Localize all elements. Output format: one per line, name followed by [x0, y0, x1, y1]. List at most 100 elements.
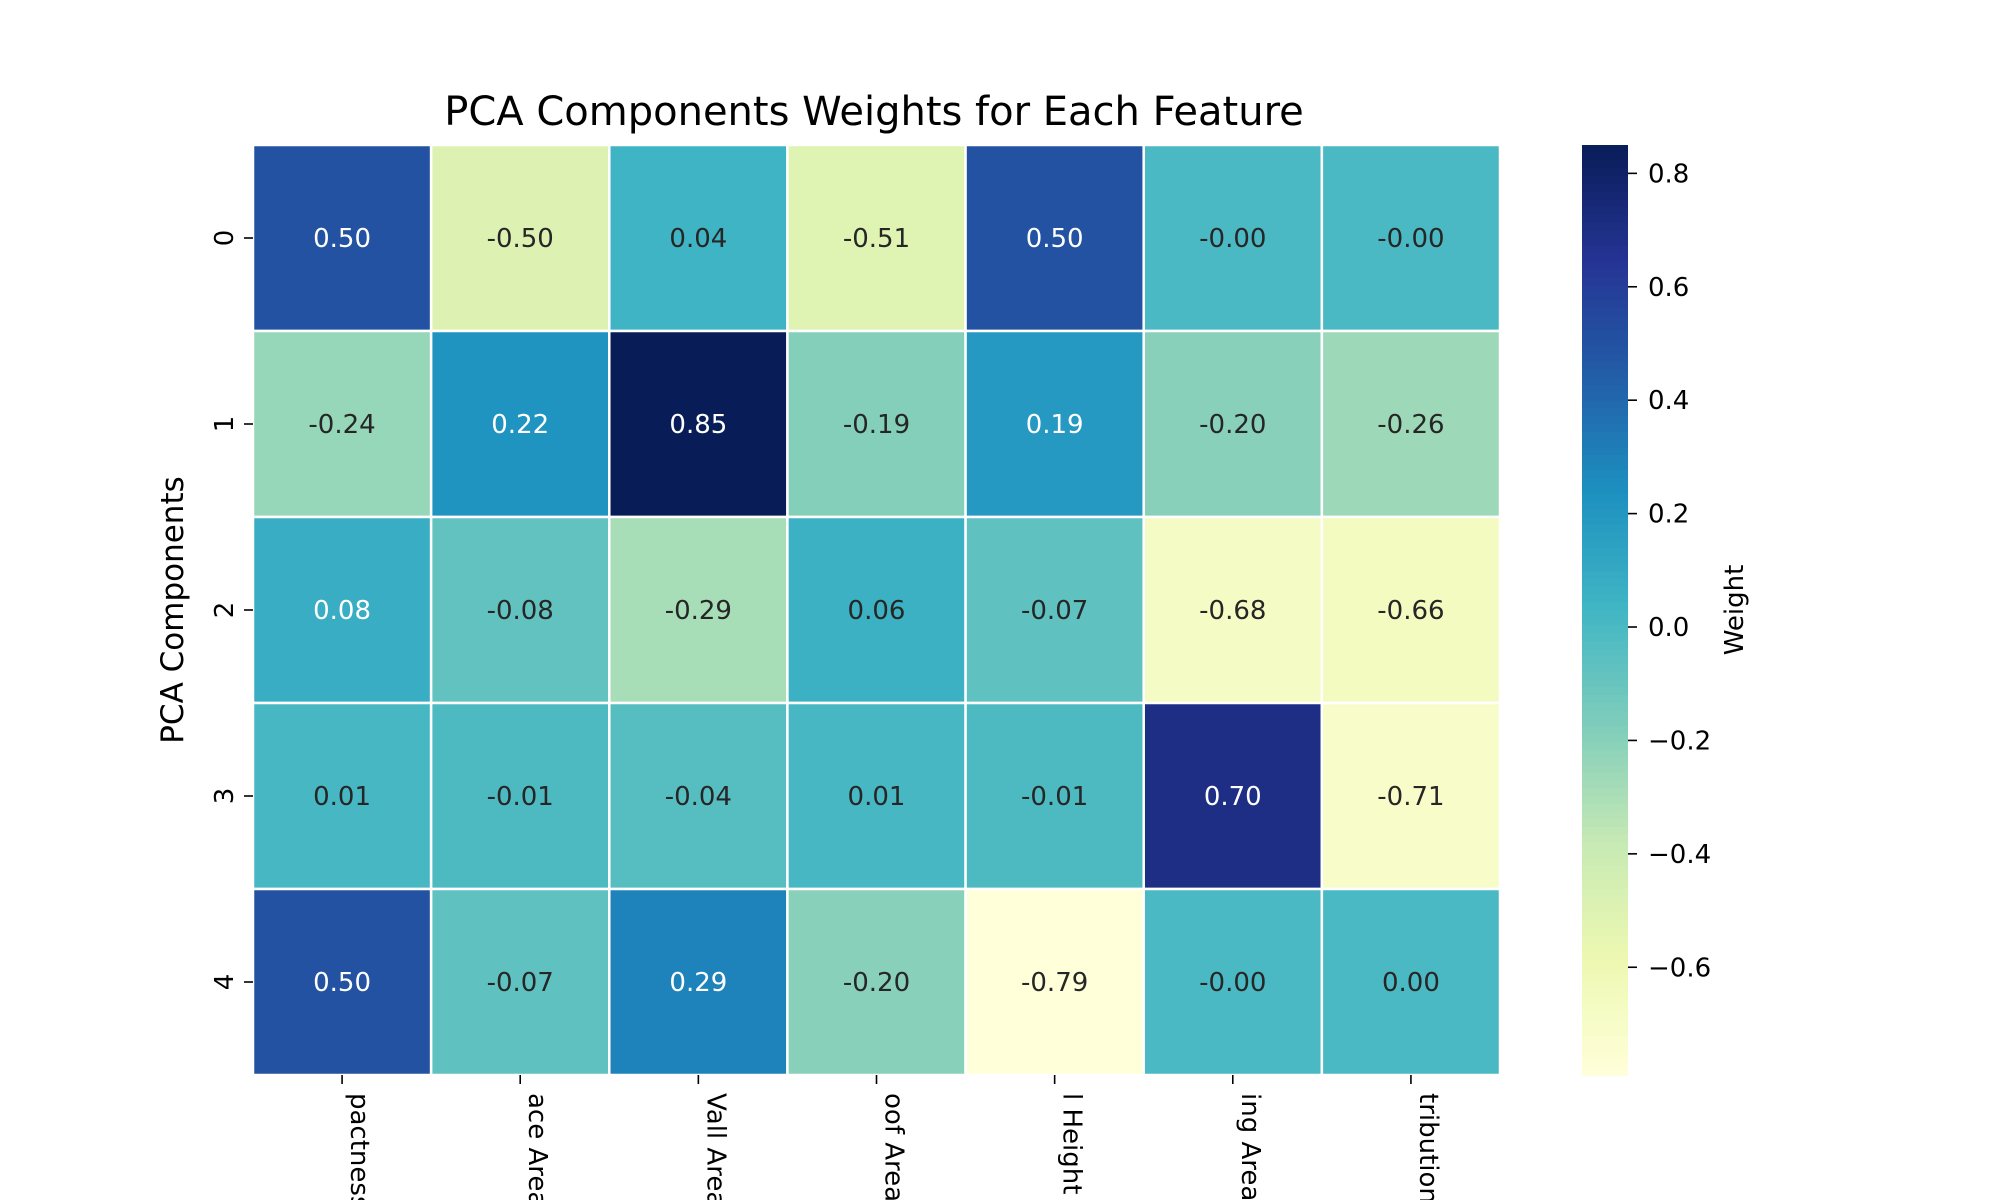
colorbar-segment	[1582, 757, 1628, 766]
heatmap-cell	[608, 515, 789, 705]
colorbar-segment	[1582, 331, 1628, 340]
heatmap-cell	[1142, 143, 1324, 333]
cell-value-label: -0.08	[487, 596, 554, 626]
heatmap-cell	[786, 701, 967, 891]
cell-value-label: -0.19	[843, 410, 910, 440]
cell-value-label: 0.85	[669, 410, 727, 440]
colorbar-tick-label: −0.2	[1648, 726, 1711, 756]
x-tick-label: tribution	[1413, 1093, 1443, 1200]
colorbar-segment	[1582, 935, 1628, 945]
colorbar-segment	[1582, 1059, 1628, 1069]
colorbar-segment	[1582, 1067, 1628, 1076]
colorbar-segment	[1582, 873, 1628, 883]
colorbar-tick-label: 0.0	[1648, 613, 1689, 643]
cell-value-label: 0.08	[313, 596, 371, 626]
colorbar-tick-label: 0.6	[1648, 273, 1689, 303]
colorbar-segment	[1582, 1051, 1628, 1061]
colorbar-segment	[1582, 1044, 1628, 1053]
colorbar-segment	[1582, 145, 1628, 154]
colorbar-segment	[1582, 617, 1628, 627]
cell-value-label: -0.01	[1021, 782, 1088, 812]
colorbar-segment	[1582, 974, 1628, 983]
colorbar-segment	[1582, 478, 1628, 487]
heatmap-cell	[964, 515, 1145, 705]
colorbar-segment	[1582, 439, 1628, 449]
colorbar-segment	[1582, 222, 1628, 232]
heatmap-cell	[964, 329, 1145, 519]
colorbar-segment	[1582, 726, 1628, 735]
cell-value-label: -0.66	[1377, 596, 1444, 626]
cell-value-label: 0.29	[669, 968, 727, 998]
colorbar-segment	[1582, 517, 1628, 526]
colorbar-segment	[1582, 664, 1628, 673]
colorbar-segment	[1582, 796, 1628, 805]
colorbar-label: Weight	[1720, 565, 1750, 656]
colorbar-segment	[1582, 152, 1628, 162]
x-axis: pactness ace Area Vall Area oof Area l Heigh…	[341, 1075, 1443, 1200]
colorbar-segment	[1582, 315, 1628, 325]
colorbar-segment	[1582, 207, 1628, 216]
colorbar-tick-label: 0.8	[1648, 159, 1689, 189]
heatmap-cell	[429, 143, 611, 333]
colorbar-segment	[1582, 610, 1628, 619]
heatmap-cell	[429, 515, 611, 705]
colorbar-segment	[1582, 470, 1628, 480]
cell-value-label: -0.26	[1377, 410, 1444, 440]
colorbar-segment	[1582, 238, 1628, 247]
colorbar-segment	[1582, 718, 1628, 728]
cell-value-label: 0.19	[1026, 410, 1084, 440]
colorbar-segment	[1582, 951, 1628, 960]
colorbar-segment	[1582, 462, 1628, 472]
colorbar-segment	[1582, 160, 1628, 170]
cell-value-label: -0.79	[1021, 968, 1088, 998]
cell-value-label: -0.00	[1199, 968, 1266, 998]
cell-value-label: 0.01	[313, 782, 371, 812]
colorbar-segment	[1582, 989, 1628, 999]
colorbar-segment	[1582, 338, 1628, 348]
colorbar-segment	[1582, 858, 1628, 867]
colorbar-segment	[1582, 377, 1628, 387]
colorbar-segment	[1582, 369, 1628, 379]
colorbar-segment	[1582, 486, 1628, 495]
colorbar-segment	[1582, 927, 1628, 937]
colorbar-tick-label: −0.4	[1648, 840, 1711, 870]
heatmap-cell	[1320, 329, 1502, 519]
colorbar-segment	[1582, 772, 1628, 782]
heatmap-cell	[251, 887, 433, 1077]
colorbar-segment	[1582, 424, 1628, 433]
colorbar-segment	[1582, 966, 1628, 976]
colorbar-segment	[1582, 284, 1628, 294]
cell-value-label: 0.06	[848, 596, 906, 626]
heatmap-cell	[786, 143, 967, 333]
heatmap-cell	[786, 515, 967, 705]
heatmap-cell	[1320, 515, 1502, 705]
cell-value-label: 0.50	[313, 968, 371, 998]
colorbar-segment	[1582, 827, 1628, 836]
colorbar-segment	[1582, 641, 1628, 650]
colorbar-segment	[1582, 1013, 1628, 1022]
colorbar-segment	[1582, 548, 1628, 557]
cell-value-label: -0.51	[843, 224, 910, 254]
colorbar-segment	[1582, 625, 1628, 635]
colorbar-segment	[1582, 819, 1628, 828]
cell-value-label: -0.24	[308, 410, 375, 440]
cell-value-label: 0.04	[669, 224, 727, 254]
colorbar-segment	[1582, 300, 1628, 309]
colorbar-segment	[1582, 323, 1628, 332]
colorbar-segment	[1582, 633, 1628, 642]
cell-value-label: -0.20	[843, 968, 910, 998]
colorbar-tick-label: −0.6	[1648, 953, 1711, 983]
colorbar-segment	[1582, 788, 1628, 797]
cell-value-label: 0.00	[1382, 968, 1440, 998]
colorbar-segment	[1582, 509, 1628, 518]
colorbar-segment	[1582, 710, 1628, 720]
colorbar-segment	[1582, 703, 1628, 712]
y-tick-label: 2	[210, 602, 240, 619]
colorbar-segment	[1582, 400, 1628, 410]
colorbar-segment	[1582, 896, 1628, 906]
colorbar: 0.8 0.6 0.4 0.2 0.0 −0.2 −0.4 −0.6	[1582, 145, 1711, 1076]
colorbar-segment	[1582, 912, 1628, 921]
cell-value-label: 0.70	[1204, 782, 1262, 812]
colorbar-segment	[1582, 563, 1628, 573]
heatmap-cell	[429, 701, 611, 891]
